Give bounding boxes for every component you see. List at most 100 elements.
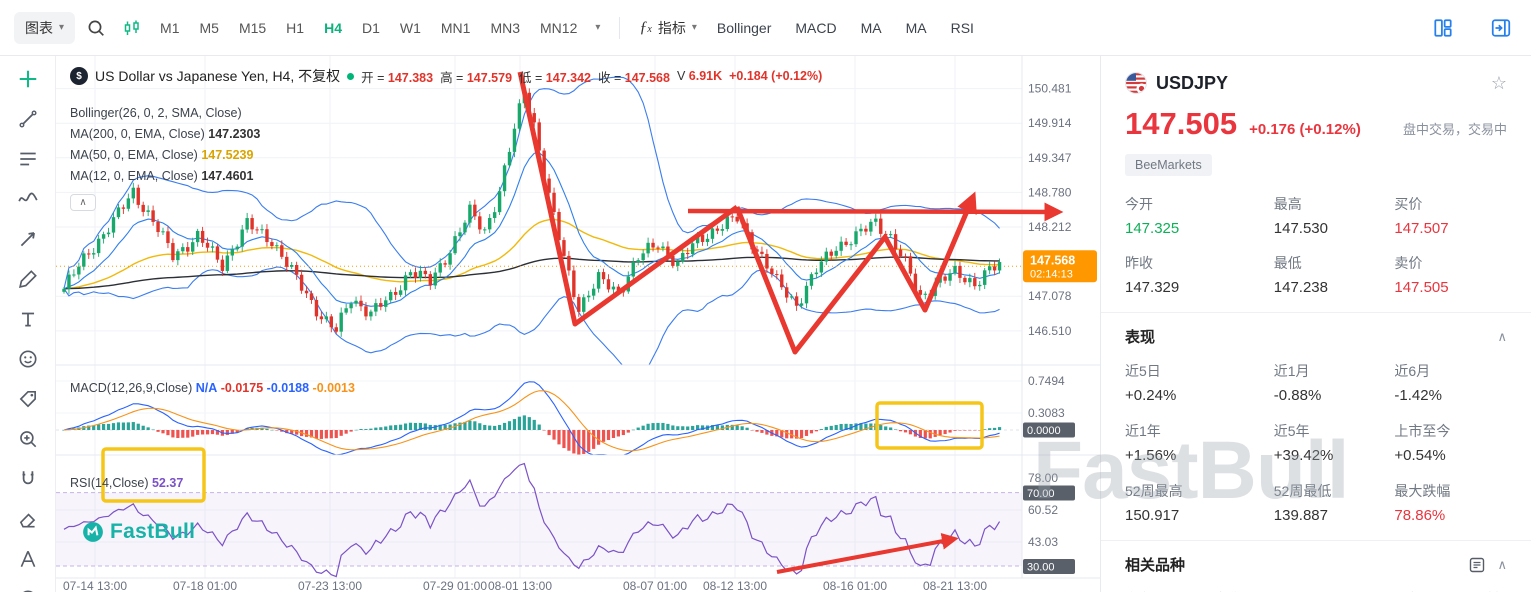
svg-text:149.347: 149.347 — [1028, 151, 1072, 165]
perf-52w-low: 52周最低 139.887 — [1273, 483, 1332, 524]
svg-text:60.52: 60.52 — [1028, 503, 1058, 517]
indicators-label: 指标 — [657, 19, 686, 36]
favorite-star-button[interactable]: ☆ — [1490, 72, 1507, 93]
main-body: 150.481 149.914 149.347 148.780 148.212 147.0… — [0, 56, 1531, 592]
svg-text:148.780: 148.780 — [1028, 185, 1072, 199]
chevron-down-icon: ▾ — [691, 22, 697, 33]
text-tool-icon — [21, 312, 34, 327]
chevron-up-icon[interactable]: ∧ — [1497, 328, 1507, 344]
svg-text:147.078: 147.078 — [1028, 289, 1072, 303]
svg-text:07-18 01:00: 07-18 01:00 — [173, 579, 237, 592]
emoji-tool-button[interactable] — [17, 348, 39, 371]
svg-text:08-01 13:00: 08-01 13:00 — [488, 579, 552, 592]
fib-lines-icon — [19, 152, 36, 166]
chevron-up-icon[interactable]: ∧ — [1497, 556, 1507, 572]
fib-lines-tool-button[interactable] — [17, 148, 39, 171]
fastbull-chart-watermark: FastBull — [82, 520, 195, 544]
magnet-icon — [22, 471, 33, 485]
indicator-chip-ma1[interactable]: MA — [852, 15, 891, 41]
ohlc-open: 开 = 147.383 — [361, 70, 434, 85]
indicator-chip-macd[interactable]: MACD — [786, 15, 845, 41]
timeframe-mn3[interactable]: MN3 — [483, 15, 527, 41]
ohlc-close: 收 = 147.568 — [597, 70, 670, 85]
magnet-tool-button[interactable] — [17, 468, 39, 491]
bollinger-legend: Bollinger(26, 0, 2, SMA, Close) — [70, 106, 242, 120]
stat-prev-close: 昨收 147.329 — [1125, 255, 1180, 296]
macd-legend: MACD(12,26,9,Close) N/A -0.0175 -0.0188 … — [70, 381, 355, 395]
quote-price: 147.505 — [1125, 106, 1238, 141]
elliott-wave-icon — [17, 192, 38, 202]
timeframe-d1[interactable]: D1 — [355, 15, 387, 41]
quote-change: +0.176 (+0.12%) — [1249, 121, 1361, 138]
perf-6m: 近6月 -1.42% — [1394, 363, 1442, 404]
indicator-chip-rsi[interactable]: RSI — [942, 15, 983, 41]
stat-bid: 买价 147.507 — [1394, 196, 1449, 237]
eraser-tool-button[interactable] — [17, 508, 39, 531]
arrow-tool-button[interactable] — [17, 228, 39, 251]
timeframe-m5[interactable]: M5 — [192, 15, 225, 41]
svg-text:0.7494: 0.7494 — [1028, 374, 1065, 388]
trendline-tool-button[interactable] — [17, 108, 39, 131]
tag-tool-button[interactable] — [17, 388, 39, 411]
usdjpy-flag-icon — [1125, 72, 1147, 94]
drawing-toolbar — [0, 56, 56, 592]
toolbar-divider — [619, 16, 621, 39]
collapse-right-icon — [1491, 18, 1511, 37]
ohlc-high: 高 = 147.579 — [440, 70, 513, 85]
list-panel-icon — [1470, 557, 1485, 572]
indicator-chip-bollinger[interactable]: Bollinger — [708, 15, 780, 41]
market-open-dot-icon — [347, 72, 355, 80]
svg-text:07-14 13:00: 07-14 13:00 — [63, 579, 127, 592]
quote-header: USDJPY ☆ — [1125, 72, 1507, 94]
indicator-chip-ma2[interactable]: MA — [897, 15, 936, 41]
compass-icon — [20, 550, 35, 568]
chart-area: 150.481 149.914 149.347 148.780 148.212 147.0… — [56, 56, 1100, 592]
svg-text:146.510: 146.510 — [1028, 324, 1072, 338]
price-tag-icon — [19, 391, 36, 408]
eraser-icon — [19, 513, 35, 528]
timeframe-h1[interactable]: H1 — [279, 15, 311, 41]
search-button[interactable] — [81, 13, 111, 43]
svg-text:70.00: 70.00 — [1027, 488, 1055, 500]
svg-text:78.00: 78.00 — [1028, 471, 1058, 485]
timeframe-mn12[interactable]: MN12 — [533, 15, 584, 41]
crosshair-tool-button[interactable] — [17, 68, 39, 91]
stat-low: 最低 147.238 — [1273, 255, 1328, 296]
zoom-in-icon — [19, 431, 36, 448]
performance-section-header[interactable]: 表现 ∧ — [1125, 326, 1507, 347]
indicators-button[interactable]: ƒx 指标 ▾ — [634, 13, 701, 43]
change-value: +0.184 (+0.12%) — [729, 69, 823, 83]
ma200-legend: MA(200, 0, EMA, Close) 147.2303 — [70, 127, 261, 141]
wave-tool-button[interactable] — [17, 188, 39, 211]
svg-text:148.212: 148.212 — [1028, 220, 1072, 234]
related-list-button[interactable] — [1469, 557, 1485, 573]
chart-type-button[interactable] — [117, 13, 147, 43]
session-status: 盘中交易，交易中 — [1402, 122, 1507, 137]
timeframe-dropdown-button[interactable]: ▾ — [590, 17, 605, 38]
quote-symbol: USDJPY — [1156, 72, 1229, 93]
symbol-legend: $ US Dollar vs Japanese Yen, H4, 不复权 开 =… — [70, 66, 822, 86]
legend-collapse-button[interactable]: ∧ — [70, 194, 96, 211]
svg-text:149.914: 149.914 — [1028, 116, 1072, 130]
svg-text:08-21 13:00: 08-21 13:00 — [923, 579, 987, 592]
clock-tool-button[interactable] — [17, 588, 39, 592]
layout-button[interactable] — [1427, 12, 1459, 44]
crosshair-plus-icon — [19, 70, 36, 88]
chart-menu-button[interactable]: 图表 ▾ — [14, 11, 76, 44]
timeframe-m1[interactable]: M1 — [153, 15, 186, 41]
timeframe-h4[interactable]: H4 — [317, 15, 349, 41]
timeframe-w1[interactable]: W1 — [393, 15, 428, 41]
collapse-panel-button[interactable] — [1485, 12, 1517, 44]
perf-1y: 近1年 +1.56% — [1125, 423, 1177, 464]
broker-badge[interactable]: BeeMarkets — [1125, 154, 1212, 176]
symbol-coin-icon: $ — [70, 67, 88, 85]
measure-tool-button[interactable] — [17, 548, 39, 571]
brush-tool-button[interactable] — [17, 268, 39, 291]
text-tool-button[interactable] — [17, 308, 39, 331]
zoom-tool-button[interactable] — [17, 428, 39, 451]
timeframe-mn1[interactable]: MN1 — [434, 15, 478, 41]
perf-1m: 近1月 -0.88% — [1273, 363, 1322, 404]
related-section-header[interactable]: 相关品种 ∧ — [1125, 554, 1507, 575]
timeframe-m15[interactable]: M15 — [232, 15, 273, 41]
